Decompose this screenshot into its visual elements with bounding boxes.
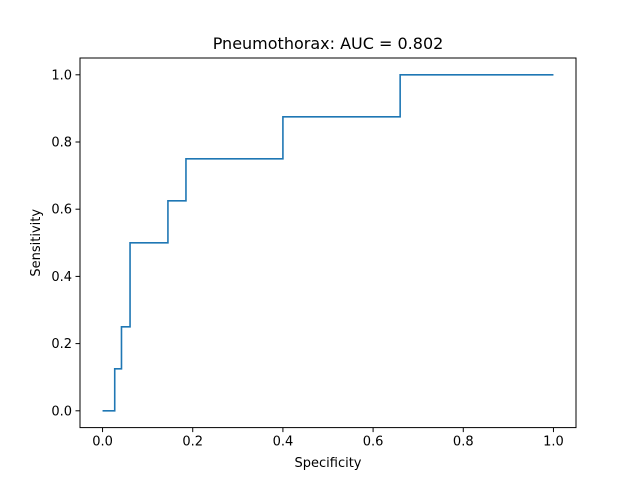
y-tick-label: 0.0: [51, 404, 72, 419]
y-axis-label: Sensitivity: [29, 209, 44, 277]
x-axis-label: Specificity: [295, 456, 362, 471]
x-tick-label: 0.4: [273, 435, 294, 450]
x-tick-label: 0.6: [363, 435, 384, 450]
roc-curve-line: [102, 74, 554, 412]
chart-title: Pneumothorax: AUC = 0.802: [213, 34, 444, 53]
axes-frame: [79, 57, 577, 429]
y-tick-label: 1.0: [51, 68, 72, 83]
y-tick-label: 0.4: [51, 270, 72, 285]
x-tick-label: 0.8: [453, 435, 474, 450]
y-tick-label: 0.2: [51, 337, 72, 352]
y-tick-label: 0.6: [51, 203, 72, 218]
y-tick-label: 0.8: [51, 136, 72, 151]
x-tick-label: 0.0: [92, 435, 113, 450]
series-layer: [102, 74, 554, 412]
y-axis-ticks: 0.0 0.2 0.4 0.6 0.8 1.0: [51, 68, 80, 419]
x-axis-ticks: 0.0 0.2 0.4 0.6 0.8 1.0: [92, 427, 564, 450]
x-tick-label: 0.2: [182, 435, 203, 450]
x-tick-label: 1.0: [543, 435, 564, 450]
